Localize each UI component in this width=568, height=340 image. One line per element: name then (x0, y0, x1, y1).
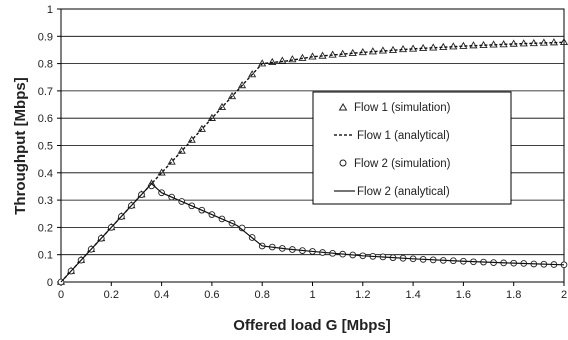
y-axis-title: Throughput [Mbps] (12, 77, 29, 214)
x-tick-label: 0 (58, 289, 64, 301)
y-tick-label: 0.7 (38, 86, 53, 98)
x-tick-label: 0.2 (104, 289, 119, 301)
x-tick-label: 2 (561, 289, 567, 301)
y-tick-label: 0.2 (38, 222, 53, 234)
x-tick-label: 1.8 (506, 289, 521, 301)
x-axis-title: Offered load G [Mbps] (233, 317, 391, 334)
legend-label-flow-1-analytical: Flow 1 (analytical) (357, 130, 450, 142)
legend: Flow 1 (simulation) Flow 1 (analytical) … (312, 91, 512, 205)
data-point-triangle (368, 47, 377, 55)
data-point-triangle (559, 37, 568, 46)
series-layer (56, 37, 568, 286)
data-point-triangle (157, 168, 166, 176)
data-point-triangle (278, 56, 287, 64)
x-tick-label: 1 (309, 289, 315, 301)
data-point-triangle (217, 102, 227, 111)
y-tick-label: 1 (47, 4, 53, 16)
x-tick-label: 0.8 (255, 289, 270, 301)
y-tick-label: 0.4 (38, 168, 53, 180)
data-point-triangle (338, 49, 347, 57)
series-line-flow-1-analytical (60, 41, 565, 283)
data-point-triangle (308, 52, 317, 60)
series-flow-2-analytical (60, 182, 565, 283)
data-point-triangle (378, 46, 387, 54)
y-tick-label: 0 (47, 277, 53, 289)
data-point-triangle (258, 59, 267, 67)
data-point-triangle (197, 124, 206, 132)
legend-label-flow-1-simulation: Flow 1 (simulation) (354, 102, 451, 114)
data-point-triangle (358, 47, 367, 56)
legend-box (312, 91, 512, 205)
legend-item-flow-2-analytical: Flow 2 (analytical) (334, 186, 450, 198)
y-tick-label: 0.9 (38, 31, 53, 43)
data-point-triangle (238, 81, 247, 89)
y-tick-label: 0.1 (38, 250, 53, 262)
data-point-triangle (328, 50, 337, 58)
y-tick-label: 0.6 (38, 113, 53, 125)
data-point-triangle (227, 91, 237, 100)
y-tick-label: 0.5 (38, 141, 53, 153)
legend-label-flow-2-simulation: Flow 2 (simulation) (354, 158, 451, 170)
x-tick-label: 1.2 (355, 289, 370, 301)
x-tick-label: 1.4 (405, 289, 420, 301)
series-flow-1-analytical (60, 41, 565, 283)
data-point-triangle (248, 70, 257, 78)
y-tick-label: 0.8 (38, 59, 53, 71)
series-line-flow-2-analytical (60, 182, 565, 283)
axes: 0 0.1 0.2 0.3 0.4 0.5 0.6 0.7 0.8 0.9 1 0 0.2 0.4 0.6 0… (38, 4, 567, 301)
data-point-triangle (177, 146, 186, 154)
legend-circle-marker (339, 159, 347, 167)
data-point-triangle (268, 57, 277, 65)
data-point-triangle (348, 48, 357, 56)
legend-item-flow-1-analytical: Flow 1 (analytical) (334, 130, 450, 142)
x-tick-label: 0.4 (154, 289, 169, 301)
legend-triangle-marker (338, 103, 348, 111)
legend-item-flow-2-simulation: Flow 2 (simulation) (339, 158, 451, 170)
legend-item-flow-1-simulation: Flow 1 (simulation) (338, 102, 451, 114)
data-point-triangle (298, 53, 307, 61)
data-point-triangle (167, 157, 176, 165)
data-point-triangle (187, 135, 196, 143)
y-tick-label: 0.3 (38, 195, 53, 207)
legend-label-flow-2-analytical: Flow 2 (analytical) (357, 186, 450, 198)
data-point-triangle (288, 55, 297, 63)
x-tick-label: 1.6 (456, 289, 471, 301)
x-tick-label: 0.6 (204, 289, 219, 301)
data-point-triangle (207, 113, 216, 121)
